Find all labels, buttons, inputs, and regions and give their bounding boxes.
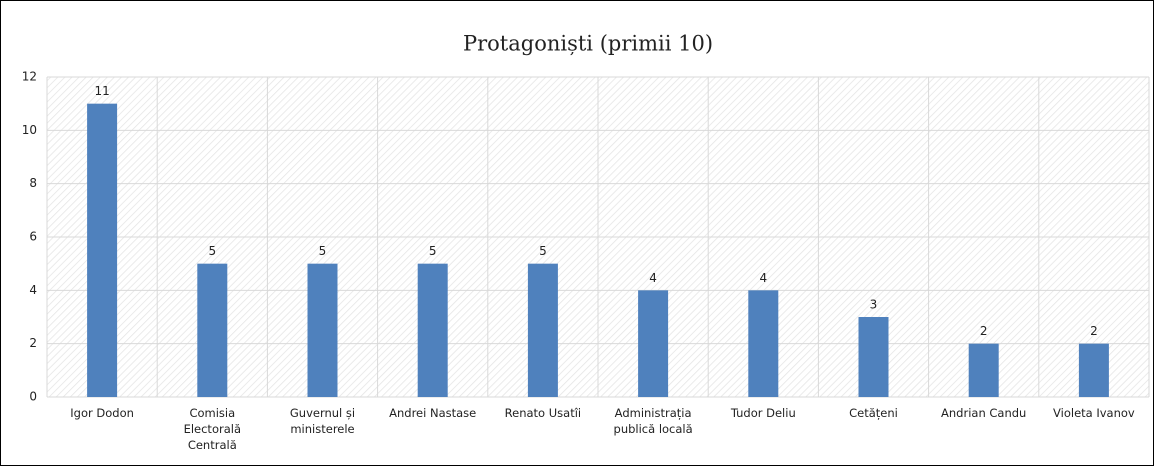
value-label: 5: [539, 244, 547, 258]
x-tick-label-box: Andrei Nastase: [389, 406, 477, 420]
bar: [197, 263, 228, 397]
y-tick-label: 6: [29, 230, 37, 244]
y-tick-label: 8: [29, 176, 37, 190]
value-label: 5: [208, 244, 216, 258]
x-tick-label: Andrian Candu: [941, 406, 1027, 420]
x-tick-label: Guvernul și ministerele: [289, 406, 356, 436]
x-tick-label: Cetățeni: [849, 406, 898, 420]
x-tick-label: Comisia Electorală Centrală: [183, 406, 241, 452]
x-tick-label-box: Tudor Deliu: [730, 406, 796, 420]
x-tick-label: Andrei Nastase: [389, 406, 477, 420]
bar: [527, 263, 558, 397]
x-tick-label-box: Cetățeni: [849, 406, 898, 420]
y-tick-label: 12: [22, 70, 37, 84]
value-label: 4: [759, 271, 767, 285]
value-label: 11: [94, 84, 109, 98]
x-tick-label-box: Igor Dodon: [70, 406, 134, 420]
value-label: 3: [870, 298, 878, 312]
value-label: 4: [649, 271, 657, 285]
x-tick-label: Administrația publică locală: [613, 406, 693, 436]
x-tick-label-box: Administrația publică locală: [613, 406, 693, 436]
value-label: 2: [1090, 324, 1098, 338]
x-tick-label: Renato Usatîi: [504, 406, 582, 420]
x-tick-label: Tudor Deliu: [730, 406, 796, 420]
bar: [87, 103, 118, 398]
bar: [748, 290, 779, 397]
bar: [1078, 343, 1109, 397]
y-tick-label: 2: [29, 336, 37, 350]
y-tick-label: 4: [29, 283, 37, 297]
value-label: 5: [319, 244, 327, 258]
bar: [307, 263, 338, 397]
bar: [417, 263, 448, 397]
x-tick-label: Igor Dodon: [70, 406, 134, 420]
x-tick-label-box: Violeta Ivanov: [1053, 406, 1135, 420]
bar: [638, 290, 669, 397]
value-label: 2: [980, 324, 988, 338]
chart-title: Protagoniști (primii 10): [463, 32, 713, 56]
value-label: 5: [429, 244, 437, 258]
x-tick-label-box: Guvernul și ministerele: [289, 406, 356, 436]
y-tick-label: 10: [22, 123, 37, 137]
x-tick-label-box: Comisia Electorală Centrală: [183, 406, 241, 452]
x-tick-label-box: Renato Usatîi: [504, 406, 582, 420]
x-tick-label-box: Andrian Candu: [941, 406, 1027, 420]
y-tick-label: 0: [29, 390, 37, 404]
x-tick-label: Violeta Ivanov: [1053, 406, 1135, 420]
bar: [968, 343, 999, 397]
bar: [858, 317, 889, 397]
